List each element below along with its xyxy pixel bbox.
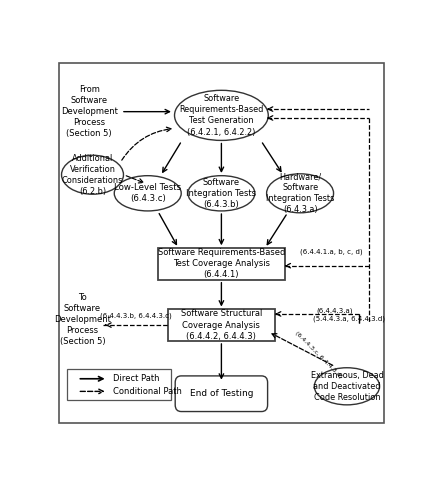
Text: Software
Requirements-Based
Test Generation
(6.4.2.1, 6.4.2.2): Software Requirements-Based Test Generat… bbox=[179, 94, 264, 136]
Ellipse shape bbox=[188, 175, 255, 211]
Ellipse shape bbox=[175, 90, 268, 140]
Text: (6.4.4.3.c, 6.4.4.3.d): (6.4.4.3.c, 6.4.4.3.d) bbox=[294, 330, 343, 379]
Text: To
Software
Development
Process
(Section 5): To Software Development Process (Section… bbox=[54, 293, 111, 346]
Text: Hardware/
Software
Integration Tests
(6.4.3.a): Hardware/ Software Integration Tests (6.… bbox=[266, 172, 334, 214]
Text: Low-Level Tests
(6.4.3.c): Low-Level Tests (6.4.3.c) bbox=[114, 183, 181, 203]
Ellipse shape bbox=[267, 174, 334, 213]
FancyBboxPatch shape bbox=[168, 309, 275, 341]
FancyBboxPatch shape bbox=[67, 369, 171, 400]
Text: (6.4.4.1.a, b, c, d): (6.4.4.1.a, b, c, d) bbox=[300, 248, 363, 255]
Text: From
Software
Development
Process
(Section 5): From Software Development Process (Secti… bbox=[61, 85, 118, 138]
Text: (6.4.4.3.b, 6.4.4.3.c): (6.4.4.3.b, 6.4.4.3.c) bbox=[100, 313, 172, 319]
Text: Extraneous, Dead
and Deactivated
Code Resolution: Extraneous, Dead and Deactivated Code Re… bbox=[311, 371, 383, 402]
Ellipse shape bbox=[314, 368, 380, 405]
Text: Software
Integration Tests
(6.4.3.b): Software Integration Tests (6.4.3.b) bbox=[186, 178, 257, 209]
Text: (6.4.4.3.a): (6.4.4.3.a) bbox=[317, 308, 353, 314]
Text: End of Testing: End of Testing bbox=[190, 389, 253, 398]
Text: (5.4.4.3.a, 6.4.4.3.d): (5.4.4.3.a, 6.4.4.3.d) bbox=[314, 316, 385, 322]
Text: Direct Path: Direct Path bbox=[113, 374, 159, 383]
FancyBboxPatch shape bbox=[175, 376, 267, 412]
Text: Additional
Verification
Considerations
(6.2.b): Additional Verification Considerations (… bbox=[62, 154, 123, 196]
Ellipse shape bbox=[61, 155, 124, 194]
Text: Software Requirements-Based
Test Coverage Analysis
(6.4.4.1): Software Requirements-Based Test Coverag… bbox=[158, 248, 285, 280]
FancyBboxPatch shape bbox=[158, 248, 285, 280]
Text: Conditional Path: Conditional Path bbox=[113, 387, 181, 396]
FancyBboxPatch shape bbox=[59, 64, 384, 423]
Text: Software Structural
Coverage Analysis
(6.4.4.2, 6.4.4.3): Software Structural Coverage Analysis (6… bbox=[181, 309, 262, 341]
Ellipse shape bbox=[114, 175, 181, 211]
